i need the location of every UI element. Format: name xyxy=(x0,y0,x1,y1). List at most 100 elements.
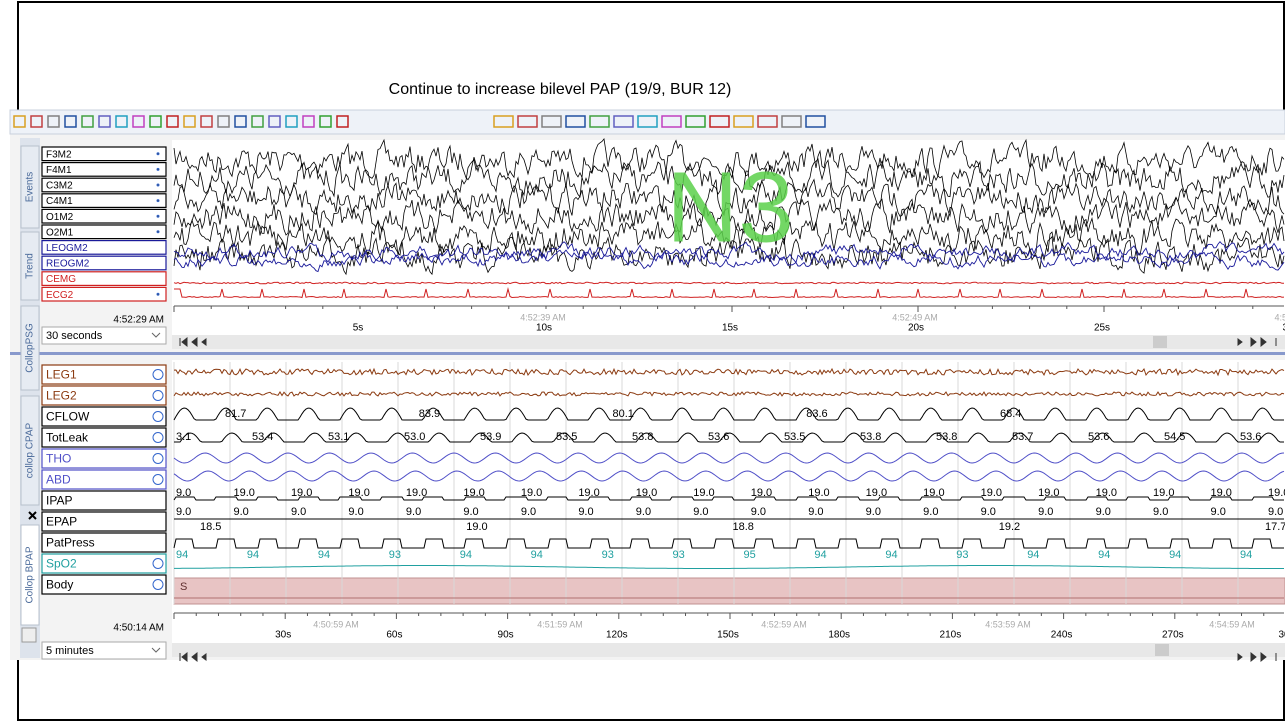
toolbar-icon[interactable] xyxy=(541,115,562,128)
channel-menu[interactable] xyxy=(156,214,160,218)
channel-menu[interactable] xyxy=(156,230,160,234)
channel-label-box[interactable] xyxy=(41,255,167,271)
channel-label-box[interactable] xyxy=(41,271,167,286)
toolbar-icon[interactable] xyxy=(149,115,162,128)
channel-label-box[interactable] xyxy=(41,532,167,553)
nav-buttons[interactable] xyxy=(179,336,1277,663)
value-label: 9.0 xyxy=(176,506,191,518)
channel-menu[interactable] xyxy=(156,199,160,203)
toolbar-icon[interactable] xyxy=(81,115,94,128)
channel-label-box[interactable] xyxy=(41,177,167,193)
channel-label-box[interactable] xyxy=(41,385,167,406)
channel-label-box[interactable] xyxy=(41,224,167,240)
close-tab-icon[interactable] xyxy=(28,511,37,520)
channel-label-box[interactable] xyxy=(41,574,167,595)
channel-menu[interactable] xyxy=(152,390,164,401)
channel-label-box[interactable] xyxy=(41,240,167,255)
toolbar-icon[interactable] xyxy=(183,115,196,128)
start-time: 4:50:14 AM xyxy=(113,623,164,634)
channel-label-box[interactable] xyxy=(41,286,167,302)
toolbar-icon[interactable] xyxy=(613,115,634,128)
toolbar-icon[interactable] xyxy=(115,115,128,128)
toolbar-icon[interactable] xyxy=(336,115,349,128)
channel-label-box[interactable] xyxy=(41,511,167,532)
tab[interactable] xyxy=(20,231,40,301)
toolbar-icon[interactable] xyxy=(757,115,778,128)
toolbar-icon[interactable] xyxy=(661,115,682,128)
toolbar-icon[interactable] xyxy=(493,115,514,128)
toolbar-icon[interactable] xyxy=(251,115,264,128)
channel-label-box[interactable] xyxy=(41,208,167,224)
time-tick-label: 30s xyxy=(275,630,291,641)
channel-menu[interactable] xyxy=(156,183,160,187)
toolbar-icon[interactable] xyxy=(200,115,213,128)
channel-menu[interactable] xyxy=(152,474,164,485)
toolbar-icon[interactable] xyxy=(234,115,247,128)
value-label: 80.1 xyxy=(613,408,634,420)
tab-label: Events xyxy=(25,172,36,203)
channel-menu[interactable] xyxy=(156,167,160,171)
toolbar-icon[interactable] xyxy=(319,115,332,128)
toolbar-icon[interactable] xyxy=(166,115,179,128)
bottom-scrollbar[interactable] xyxy=(172,643,1285,657)
channel-menu[interactable] xyxy=(152,558,164,569)
channel-menu[interactable] xyxy=(152,369,164,380)
channel-menu[interactable] xyxy=(152,432,164,443)
bottom-timeline xyxy=(172,605,1285,643)
toolbar-icon[interactable] xyxy=(30,115,43,128)
channel-label-box[interactable] xyxy=(41,448,167,469)
scroll-thumb[interactable] xyxy=(1155,644,1169,656)
toolbar-icon[interactable] xyxy=(64,115,77,128)
tab[interactable] xyxy=(20,305,40,391)
toolbar-icon[interactable] xyxy=(733,115,754,128)
scroll-up[interactable] xyxy=(21,627,37,643)
time-tick-label: 30 xyxy=(1278,630,1285,641)
channel-label-box[interactable] xyxy=(41,490,167,511)
value-label: 53.6 xyxy=(1088,431,1109,443)
toolbar-icon[interactable] xyxy=(98,115,111,128)
toolbar-icon[interactable] xyxy=(685,115,706,128)
toolbar-icon[interactable] xyxy=(13,115,26,128)
tab[interactable] xyxy=(20,145,40,229)
channel-label-box[interactable] xyxy=(41,193,167,209)
eeg-trace xyxy=(173,138,1285,181)
toolbar-icon[interactable] xyxy=(709,115,730,128)
channel-label-box[interactable] xyxy=(41,162,167,177)
channel-label-box[interactable] xyxy=(41,364,167,385)
tab-label: collop CPAP xyxy=(25,422,36,478)
tab[interactable] xyxy=(20,395,40,506)
toolbar-icon[interactable] xyxy=(285,115,298,128)
toolbar-icon[interactable] xyxy=(565,115,586,128)
value-label: 53.8 xyxy=(860,431,881,443)
value-label: 54.5 xyxy=(1164,431,1185,443)
channel-label: C4M1 xyxy=(46,196,73,207)
pane-splitter[interactable] xyxy=(10,352,1285,355)
toolbar-icon[interactable] xyxy=(589,115,610,128)
window-dropdown[interactable] xyxy=(41,641,167,660)
scroll-thumb[interactable] xyxy=(1153,336,1167,348)
toolbar-icon[interactable] xyxy=(302,115,315,128)
value-label: 19.0 xyxy=(751,487,772,499)
channel-label-box[interactable] xyxy=(41,469,167,490)
tab[interactable] xyxy=(20,524,40,626)
top-scrollbar[interactable] xyxy=(172,335,1285,349)
toolbar-icon[interactable] xyxy=(637,115,658,128)
value-label: 9.0 xyxy=(981,506,996,518)
toolbar-icon[interactable] xyxy=(805,115,826,128)
toolbar-icon[interactable] xyxy=(132,115,145,128)
channel-menu[interactable] xyxy=(152,579,164,590)
toolbar-icon[interactable] xyxy=(517,115,538,128)
channel-menu[interactable] xyxy=(156,292,160,296)
channel-label-box[interactable] xyxy=(41,553,167,574)
toolbar-icon[interactable] xyxy=(217,115,230,128)
window-dropdown[interactable] xyxy=(41,326,167,345)
channel-label-box[interactable] xyxy=(41,406,167,427)
channel-menu[interactable] xyxy=(152,411,164,422)
toolbar-icon[interactable] xyxy=(781,115,802,128)
channel-menu[interactable] xyxy=(156,152,160,156)
toolbar-icon[interactable] xyxy=(268,115,281,128)
channel-label-box[interactable] xyxy=(41,427,167,448)
channel-menu[interactable] xyxy=(152,453,164,464)
channel-label-box[interactable] xyxy=(41,146,167,162)
toolbar-icon[interactable] xyxy=(47,115,60,128)
